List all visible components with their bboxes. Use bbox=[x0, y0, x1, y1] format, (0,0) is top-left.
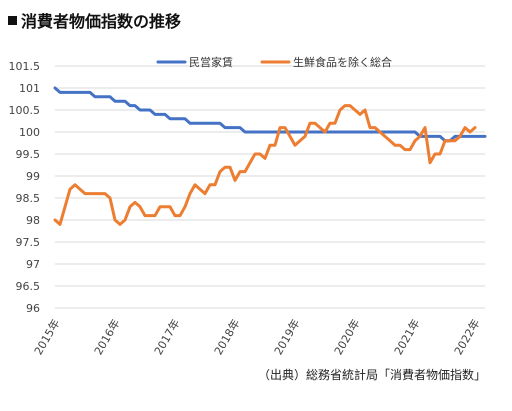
y-tick-label: 97 bbox=[26, 258, 40, 271]
y-tick-label: 99 bbox=[26, 170, 40, 183]
x-tick-label: 2021年 bbox=[391, 317, 423, 358]
y-tick-label: 100 bbox=[19, 126, 40, 139]
y-tick-label: 98 bbox=[26, 214, 40, 227]
y-tick-label: 99.5 bbox=[16, 148, 41, 161]
x-tick-label: 2015年 bbox=[31, 317, 63, 358]
series-line-2 bbox=[53, 104, 477, 226]
x-tick-label: 2020年 bbox=[331, 317, 363, 358]
chart-title-text: 消費者物価指数の推移 bbox=[21, 12, 182, 31]
x-tick-label: 2018年 bbox=[211, 317, 243, 358]
x-tick-label: 2016年 bbox=[91, 317, 123, 358]
y-tick-label: 97.5 bbox=[16, 236, 41, 249]
chart-title: 消費者物価指数の推移 bbox=[8, 8, 181, 32]
x-tick-label: 2022年 bbox=[451, 317, 483, 358]
y-tick-label: 98.5 bbox=[16, 192, 41, 205]
x-tick-label: 2019年 bbox=[271, 317, 303, 358]
source-note: （出典）総務省統計局「消費者物価指数」 bbox=[257, 368, 486, 382]
y-tick-label: 100.5 bbox=[9, 104, 41, 117]
x-tick-label: 2017年 bbox=[151, 317, 183, 358]
series-line-1 bbox=[53, 86, 487, 143]
title-square-icon bbox=[8, 16, 17, 25]
legend-label-1: 民営家賃 bbox=[189, 55, 233, 69]
y-tick-label: 96.5 bbox=[16, 280, 41, 293]
y-tick-label: 101.5 bbox=[9, 60, 41, 73]
y-tick-label: 101 bbox=[19, 82, 40, 95]
legend-label-2: 生鮮食品を除く総合 bbox=[293, 55, 392, 69]
y-tick-label: 96 bbox=[26, 302, 40, 315]
